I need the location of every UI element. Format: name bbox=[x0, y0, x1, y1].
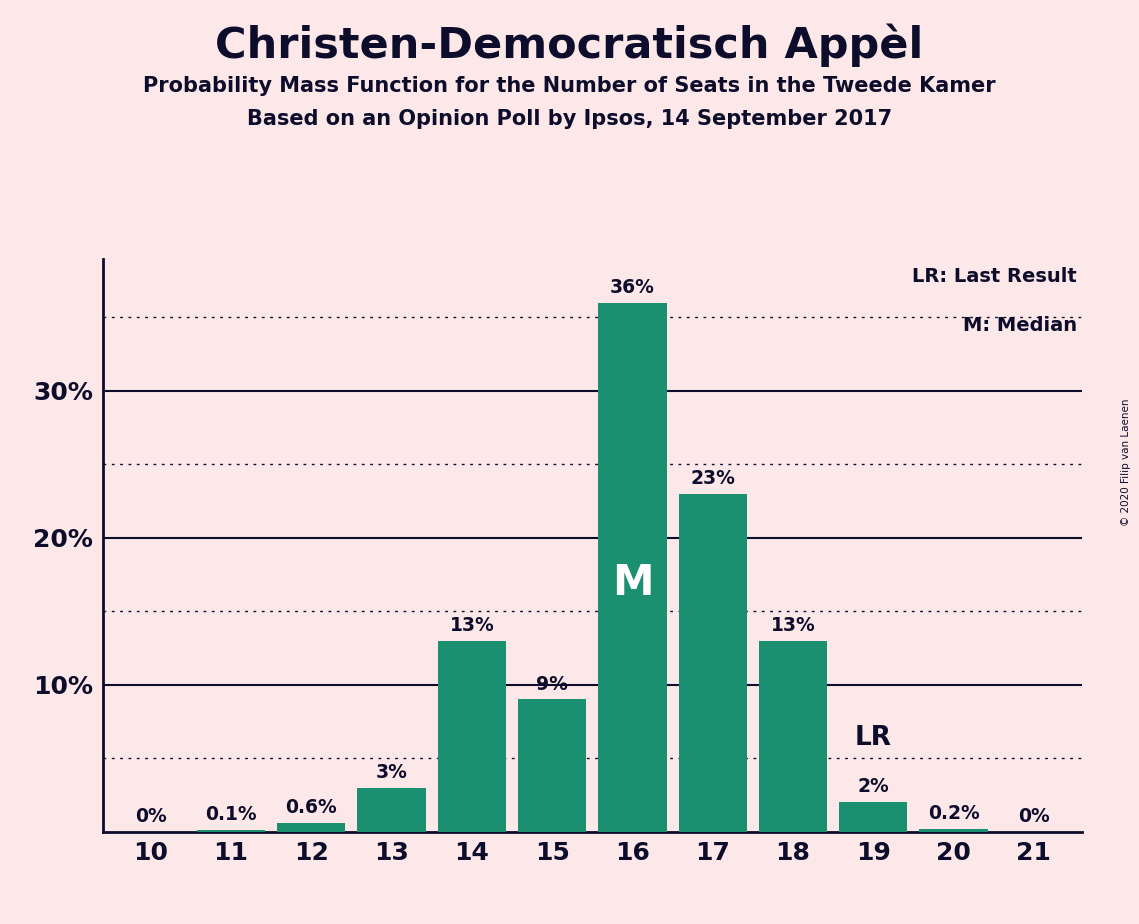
Bar bbox=[197, 830, 265, 832]
Text: 3%: 3% bbox=[376, 762, 408, 782]
Bar bbox=[919, 829, 988, 832]
Text: 23%: 23% bbox=[690, 468, 735, 488]
Text: Probability Mass Function for the Number of Seats in the Tweede Kamer: Probability Mass Function for the Number… bbox=[144, 76, 995, 96]
Bar bbox=[518, 699, 587, 832]
Bar bbox=[598, 303, 666, 832]
Text: 0.1%: 0.1% bbox=[205, 805, 256, 824]
Text: LR: Last Result: LR: Last Result bbox=[912, 267, 1077, 286]
Text: M: M bbox=[612, 562, 653, 604]
Bar bbox=[679, 493, 747, 832]
Text: Christen-Democratisch Appèl: Christen-Democratisch Appèl bbox=[215, 23, 924, 67]
Bar bbox=[358, 787, 426, 832]
Bar bbox=[437, 640, 506, 832]
Text: Based on an Opinion Poll by Ipsos, 14 September 2017: Based on an Opinion Poll by Ipsos, 14 Se… bbox=[247, 109, 892, 129]
Text: 0%: 0% bbox=[1018, 807, 1050, 826]
Text: 0%: 0% bbox=[134, 807, 166, 826]
Bar bbox=[277, 822, 345, 832]
Bar bbox=[839, 802, 908, 832]
Text: M: Median: M: Median bbox=[964, 316, 1077, 335]
Text: 13%: 13% bbox=[450, 615, 494, 635]
Text: 0.6%: 0.6% bbox=[286, 798, 337, 817]
Text: LR: LR bbox=[854, 724, 892, 751]
Text: 2%: 2% bbox=[858, 777, 890, 796]
Text: 0.2%: 0.2% bbox=[927, 804, 980, 822]
Text: 9%: 9% bbox=[536, 675, 568, 694]
Bar bbox=[759, 640, 827, 832]
Text: © 2020 Filip van Laenen: © 2020 Filip van Laenen bbox=[1121, 398, 1131, 526]
Text: 13%: 13% bbox=[771, 615, 816, 635]
Text: 36%: 36% bbox=[611, 278, 655, 297]
